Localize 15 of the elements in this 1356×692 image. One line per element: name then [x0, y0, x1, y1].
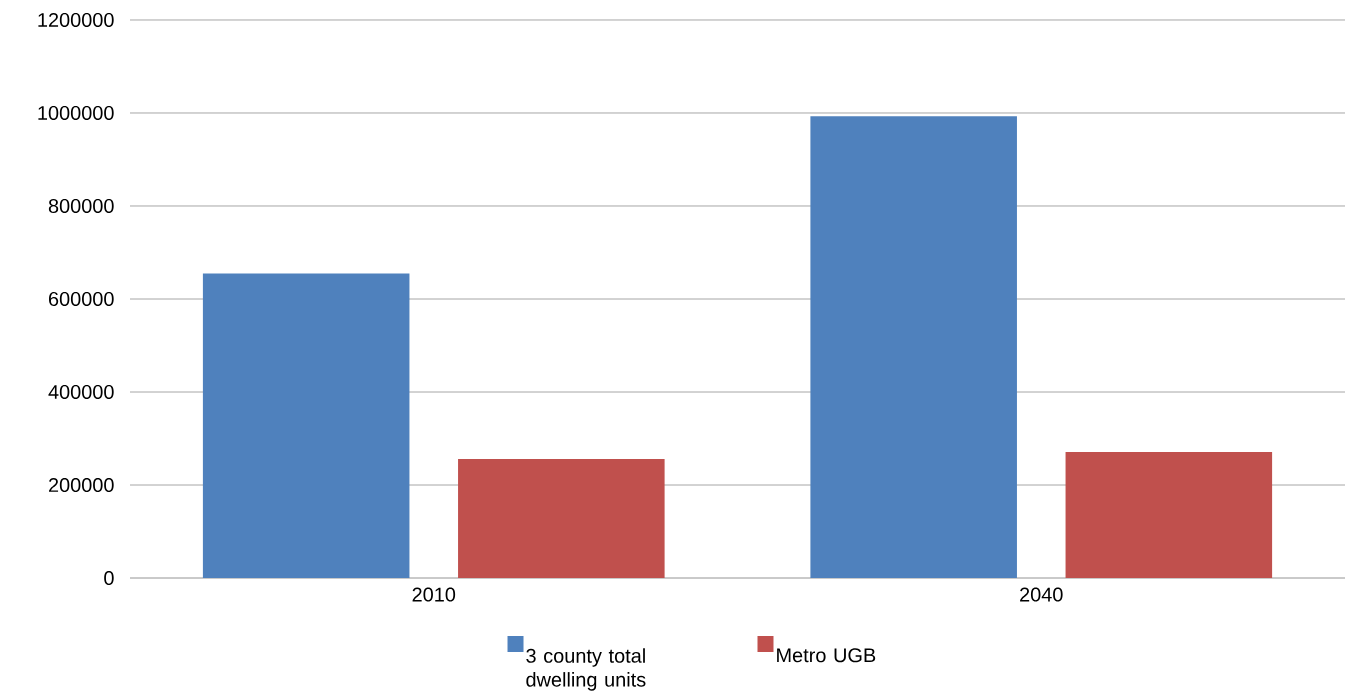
bar: [202, 273, 410, 578]
y-tick-label: 0: [104, 570, 114, 586]
bar: [1065, 451, 1273, 578]
x-tick-label: 2010: [412, 587, 456, 602]
bar: [810, 116, 1017, 578]
y-tick-label: 1000000: [38, 105, 114, 121]
y-tick-label: 400000: [48, 384, 114, 400]
y-tick-label: 600000: [49, 291, 114, 307]
y-tick-label: 1200000: [38, 12, 114, 28]
bar: [458, 458, 665, 578]
x-tick-label: 2040: [1020, 587, 1063, 602]
legend-label: Metro UGB: [777, 648, 876, 663]
legend-label: 3 county total dwelling units: [526, 648, 646, 691]
y-tick-label: 800000: [48, 198, 114, 214]
y-tick-label: 200000: [48, 477, 114, 493]
